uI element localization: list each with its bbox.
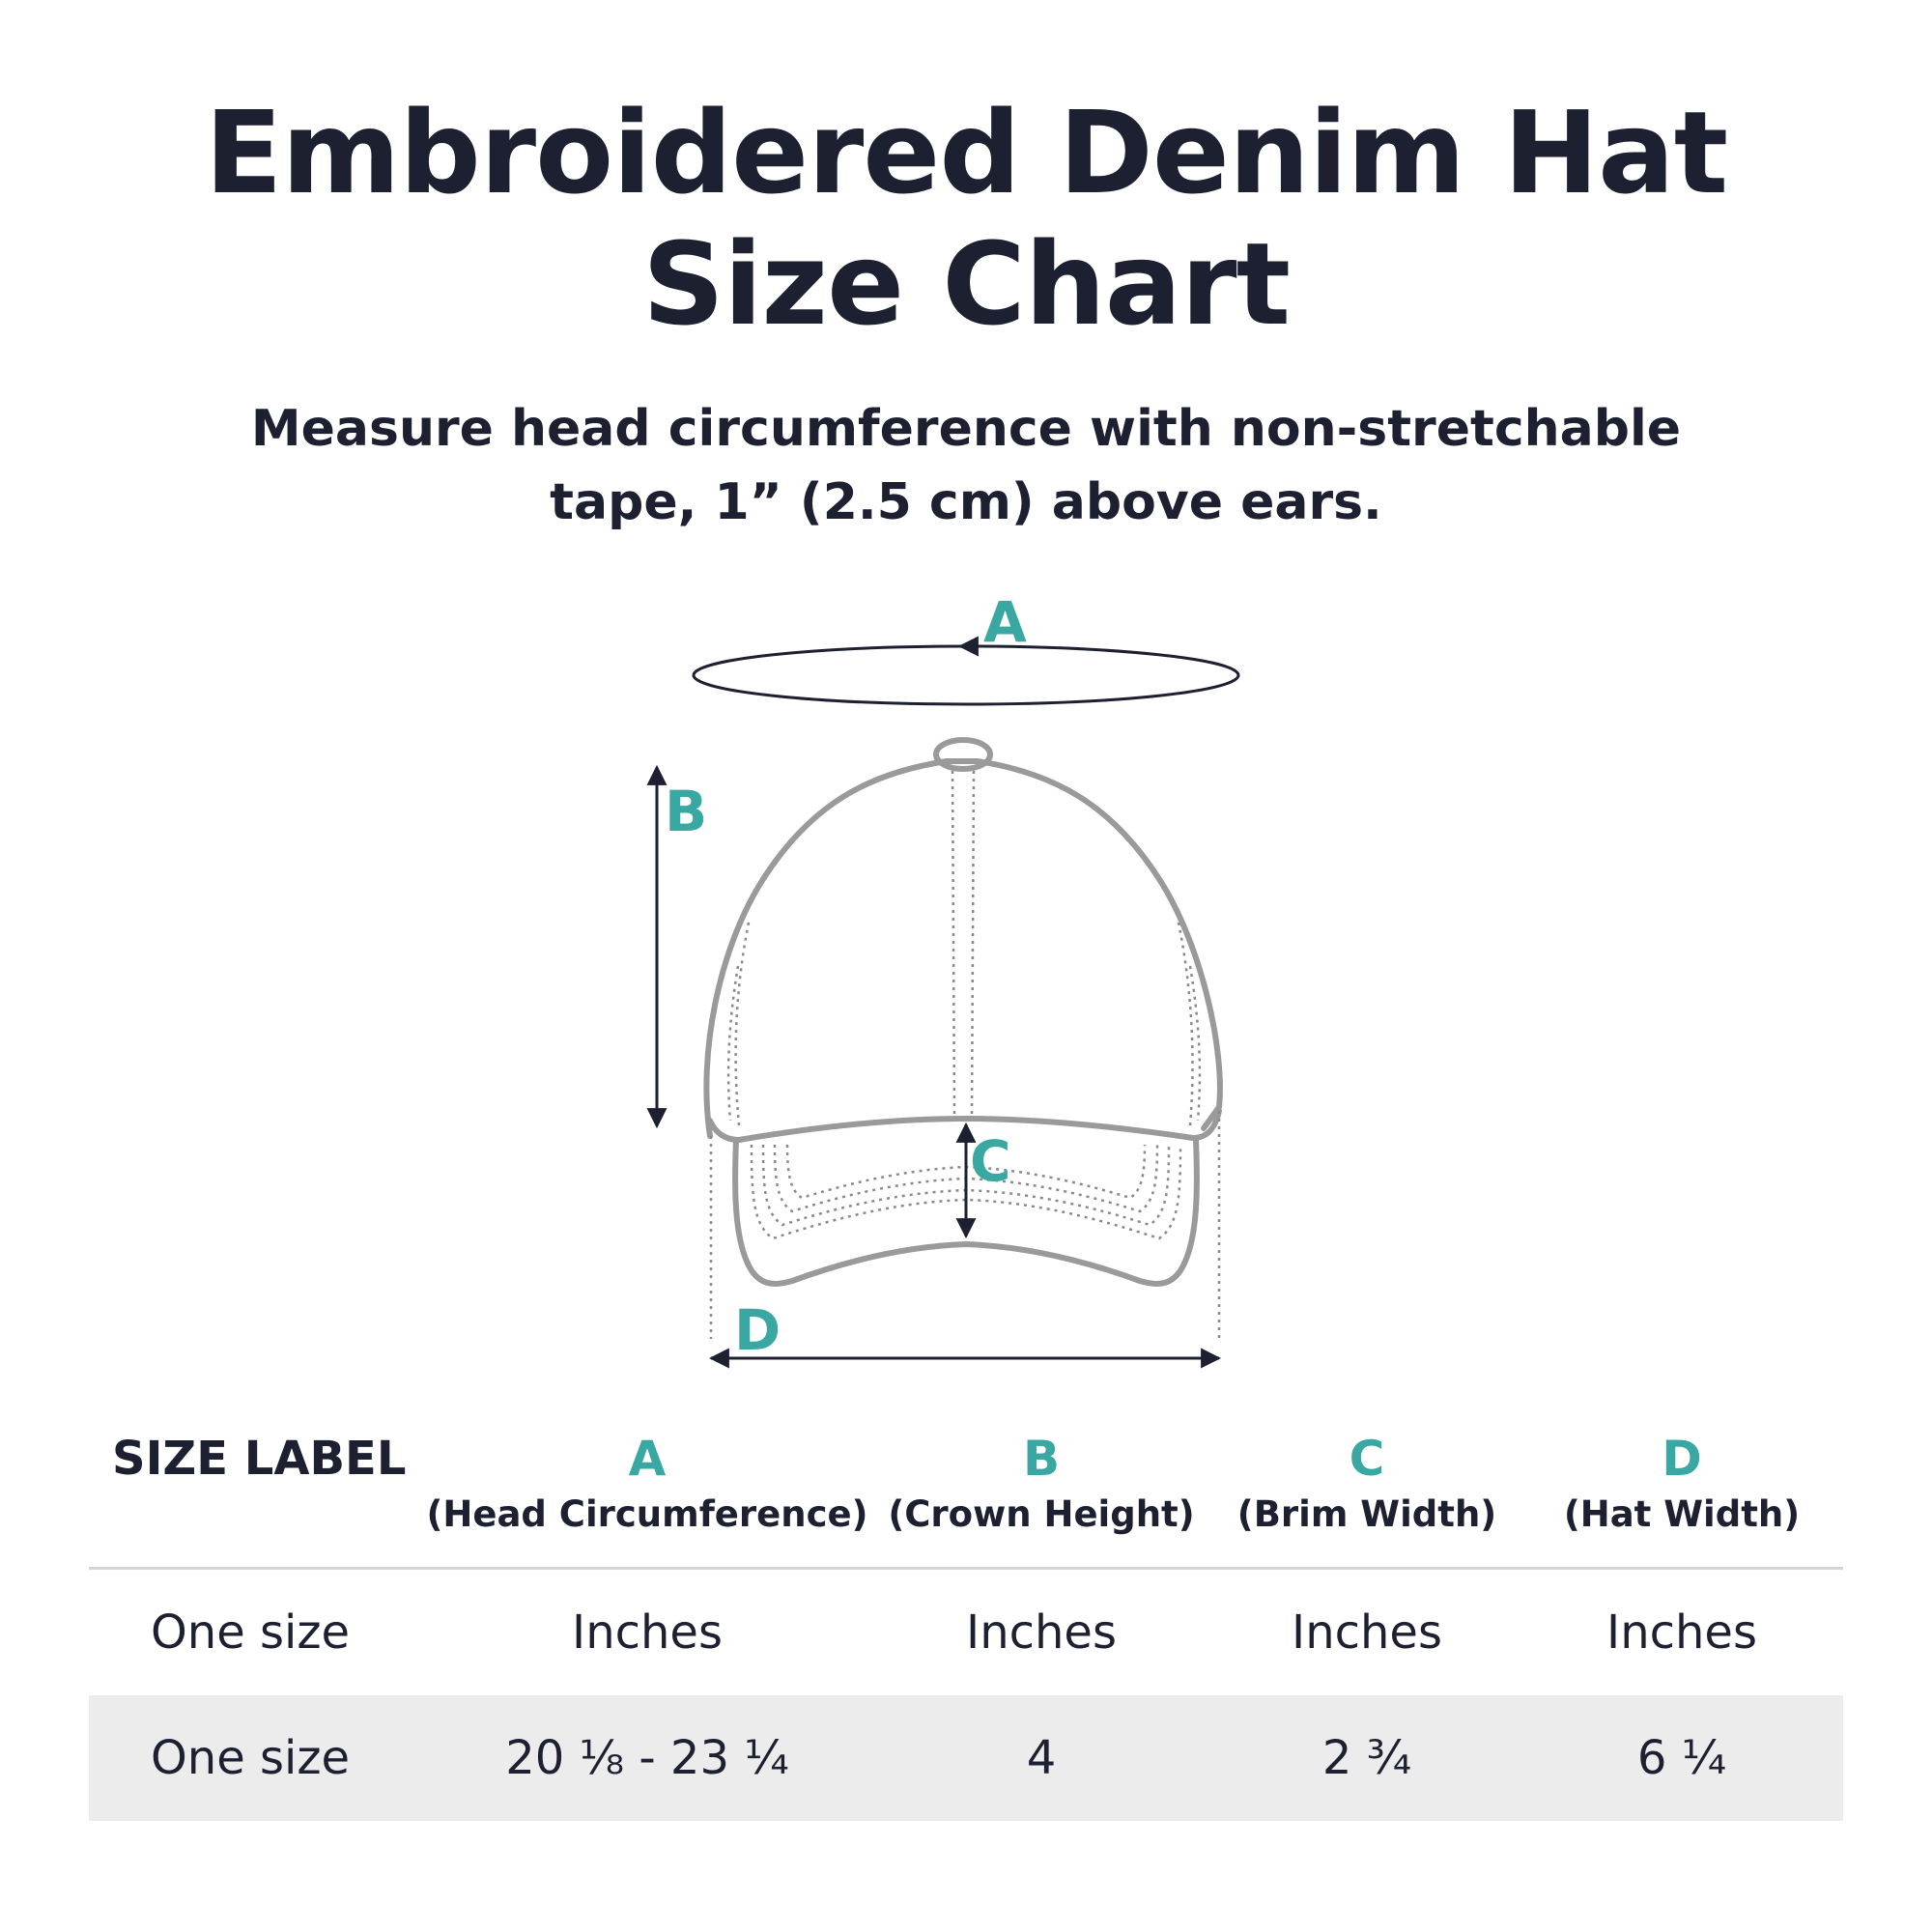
table-cell: 6 ¼	[1520, 1695, 1843, 1821]
table-cell: One size	[89, 1695, 425, 1821]
cap-illustration	[703, 737, 1223, 1287]
table-cell: 4	[869, 1695, 1213, 1821]
column-header-crown-height: B (Crown Height)	[869, 1430, 1213, 1570]
instructions-line-1: Measure head circumference with non-stre…	[250, 400, 1682, 458]
table-cell: Inches	[572, 1605, 723, 1660]
table-cell: Inches	[966, 1605, 1117, 1660]
column-letter-a: A	[628, 1431, 667, 1487]
label-c: C	[970, 1128, 1011, 1194]
head-circumference-guide: A	[692, 589, 1240, 706]
measuring-instructions: Measure head circumference with non-stre…	[0, 392, 1932, 539]
crown-height-guide: B	[646, 764, 707, 1129]
hat-width-guide: D	[708, 1297, 1222, 1369]
column-header-hat-width: D (Hat Width)	[1520, 1430, 1843, 1570]
table-header-row: SIZE LABEL A (Head Circumference) B (Cro…	[89, 1430, 1843, 1570]
table-cell: One size	[151, 1605, 351, 1660]
label-a: A	[983, 589, 1027, 655]
column-header-size-label: SIZE LABEL	[89, 1430, 425, 1570]
label-b: B	[665, 779, 707, 844]
table-cell: 2 ¾	[1213, 1695, 1520, 1821]
table-cell: Inches	[1292, 1605, 1442, 1660]
size-table: SIZE LABEL A (Head Circumference) B (Cro…	[89, 1430, 1843, 1821]
column-letter-c: C	[1349, 1431, 1385, 1487]
column-letter-d: D	[1662, 1431, 1702, 1487]
table-row-units: One size Inches Inches Inches Inches	[89, 1569, 1843, 1696]
table-cell: Inches	[1606, 1605, 1757, 1660]
table-cell: 20 ⅛ - 23 ¼	[425, 1695, 869, 1821]
title-line-1: Embroidered Denim Hat	[204, 86, 1728, 219]
table-row-values: One size 20 ⅛ - 23 ¼ 4 2 ¾ 6 ¼	[89, 1695, 1843, 1821]
column-letter-b: B	[1022, 1431, 1061, 1487]
column-header-brim-width: C (Brim Width)	[1213, 1430, 1520, 1570]
brim-width-guide: C	[955, 1122, 1011, 1239]
instructions-line-2: tape, 1” (2.5 cm) above ears.	[550, 473, 1382, 531]
page-title: Embroidered Denim Hat Size Chart	[0, 87, 1932, 350]
title-line-2: Size Chart	[641, 217, 1291, 351]
column-desc-c: (Brim Width)	[1236, 1493, 1497, 1535]
label-d: D	[734, 1297, 781, 1363]
column-desc-a: (Head Circumference)	[426, 1493, 868, 1535]
column-desc-d: (Hat Width)	[1563, 1493, 1801, 1535]
column-header-head-circumference: A (Head Circumference)	[425, 1430, 869, 1570]
column-desc-b: (Crown Height)	[888, 1493, 1195, 1535]
